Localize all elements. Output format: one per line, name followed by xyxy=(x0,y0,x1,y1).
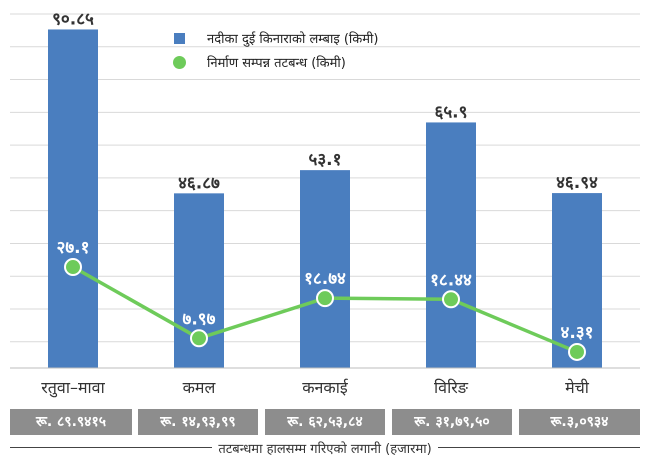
line-point xyxy=(190,329,208,348)
investment-row: रू. ८९.९४१५ रू. १४,९३,९९ रू. ६२,५३,८४ रू… xyxy=(10,409,640,435)
x-tick-label: विरिङ xyxy=(434,378,469,397)
bar xyxy=(48,29,98,369)
investment-cell: रू. ३१,७९,५० xyxy=(392,409,512,435)
line-point xyxy=(64,258,82,277)
bar-value-label: ४६.८७ xyxy=(178,173,220,193)
investment-caption-text: तटबन्धमा हालसम्म गरिएको लगानी (हजारमा) xyxy=(212,442,438,457)
bar xyxy=(426,122,476,368)
line-value-label: १८.७४ xyxy=(304,269,346,289)
line-value-label: ४.३१ xyxy=(561,323,594,343)
legend-item-length: नदीका दुई किनाराको लम्बाइ (किमी) xyxy=(168,26,378,50)
line-value-label: ७.९७ xyxy=(183,309,216,329)
line-point xyxy=(568,342,586,361)
investment-cell: रू. ८९.९४१५ xyxy=(10,409,132,435)
chart: ९०.८५ ४६.८७ ५३.१ ६५.९ ४६.९४ रतुवा–मावा कमल कनका… xyxy=(10,9,640,398)
legend-item-embankment: निर्माण सम्पन्न तटबन्ध (किमी) xyxy=(168,50,378,74)
line-point xyxy=(316,289,334,308)
line-value-label: १८.४४ xyxy=(430,270,472,290)
x-tick-label: रतुवा–मावा xyxy=(41,378,105,398)
bar-value-label: ५३.१ xyxy=(309,150,342,170)
legend: नदीका दुई किनाराको लम्बाइ (किमी) निर्माण… xyxy=(168,26,378,74)
legend-swatch-dot xyxy=(173,55,186,69)
legend-swatch-bar xyxy=(174,32,185,44)
investment-caption: तटबन्धमा हालसम्म गरिएको लगानी (हजारमा) xyxy=(0,437,650,459)
x-tick-label: कनकाई xyxy=(302,378,349,397)
investment-cell: रू. १४,९३,९९ xyxy=(138,409,258,435)
line-value-label: २७.१ xyxy=(57,238,90,258)
bar xyxy=(552,193,602,368)
investment-cell: रू. ६२,५३,८४ xyxy=(265,409,385,435)
x-tick-label: मेची xyxy=(565,378,590,397)
legend-label-length: नदीका दुई किनाराको लम्बाइ (किमी) xyxy=(207,32,379,47)
line-point xyxy=(442,290,460,309)
bar xyxy=(300,170,350,368)
bar-value-label: ६५.९ xyxy=(435,102,468,122)
investment-cell: रू.३,०९३४ xyxy=(519,409,640,435)
bar-value-label: ९०.८५ xyxy=(52,9,94,29)
legend-label-embankment: निर्माण सम्पन्न तटबन्ध (किमी) xyxy=(207,56,346,71)
bar-value-label: ४६.९४ xyxy=(556,173,598,193)
x-tick-label: कमल xyxy=(183,378,217,397)
